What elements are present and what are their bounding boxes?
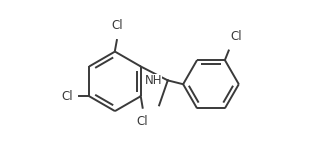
- Text: Cl: Cl: [231, 30, 242, 43]
- Text: Cl: Cl: [137, 115, 148, 128]
- Text: NH: NH: [145, 74, 162, 87]
- Text: Cl: Cl: [111, 19, 123, 32]
- Text: Cl: Cl: [61, 90, 73, 103]
